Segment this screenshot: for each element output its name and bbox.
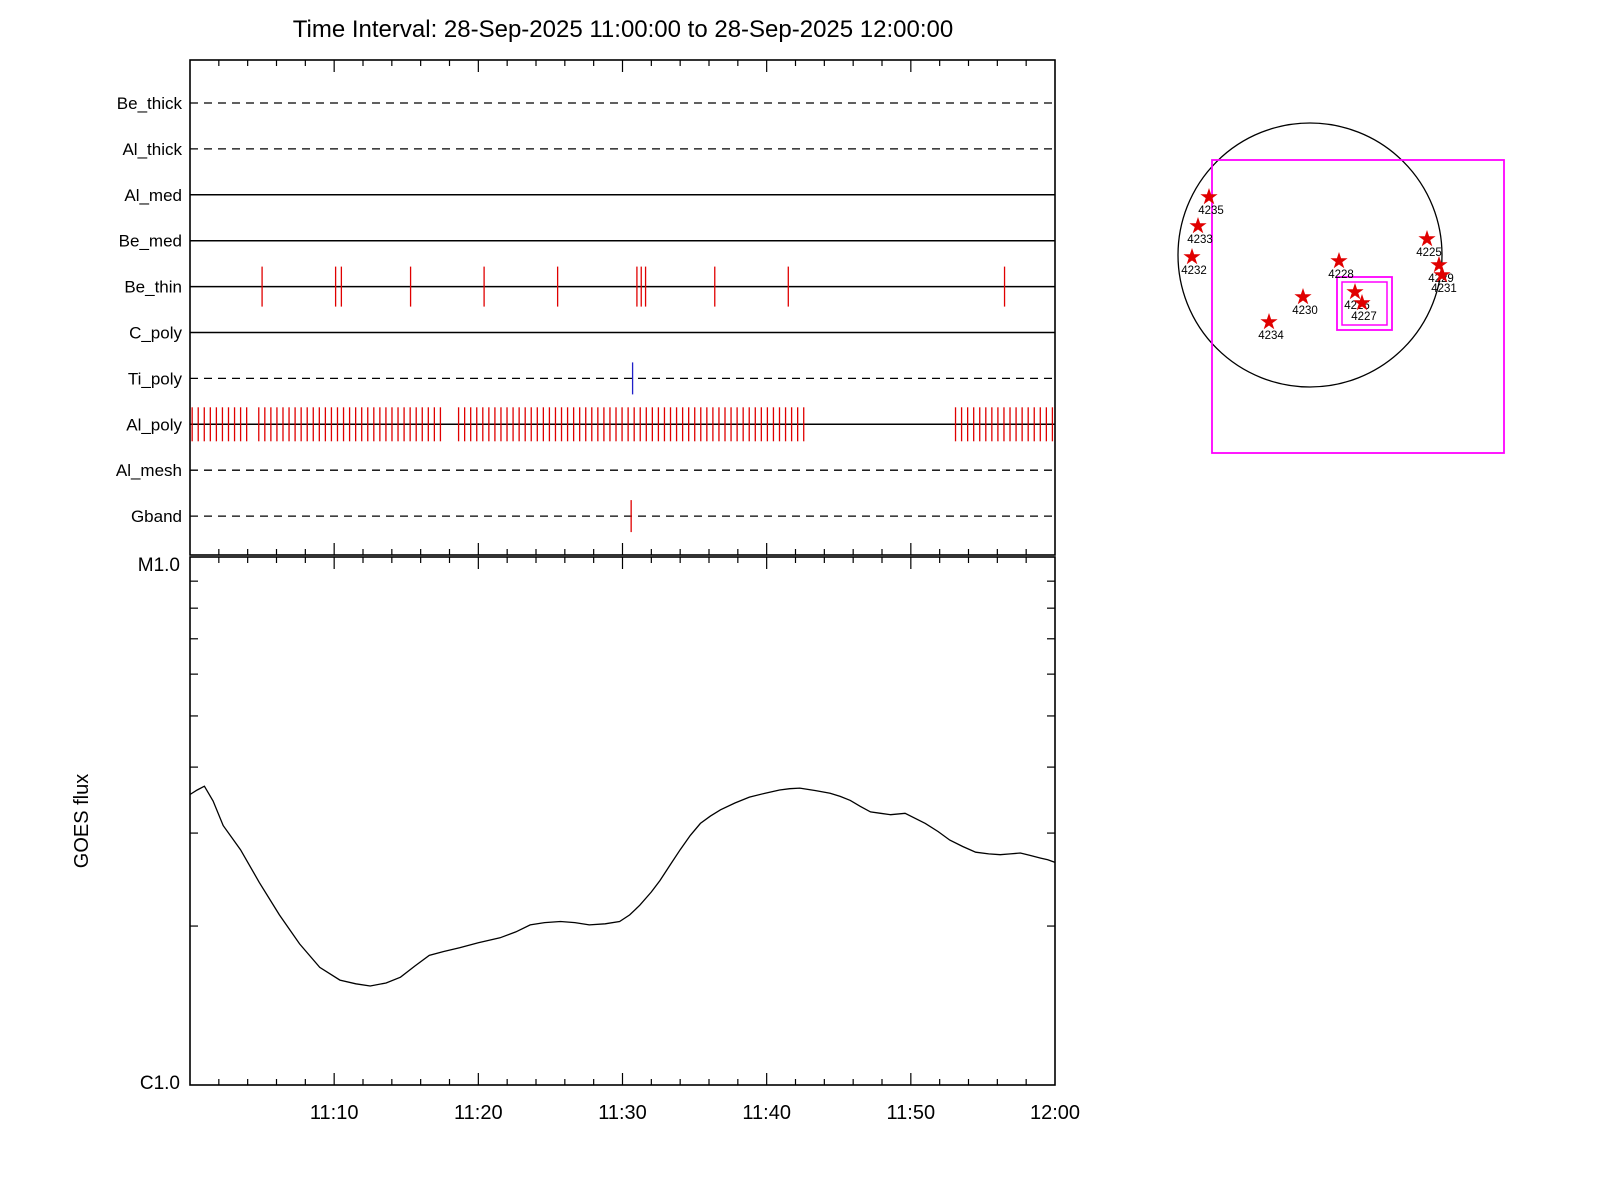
channel-row-Al_mesh: Al_mesh [116,461,1055,480]
channel-label: Al_mesh [116,461,182,480]
channel-label: Be_thin [124,278,182,297]
channel-label: C_poly [129,324,182,343]
channel-label: Ti_poly [128,369,183,388]
channel-row-Gband: Gband [131,500,1055,533]
channel-row-Al_poly: Al_poly [126,407,1055,442]
active-region-4231: 4231 [1431,266,1457,295]
active-region-4235: 4235 [1198,188,1224,217]
channel-label: Be_thick [117,94,183,113]
star-marker [1418,230,1436,247]
x-tick-label: 11:40 [742,1102,791,1124]
star-marker [1260,313,1278,330]
channel-row-Be_thick: Be_thick [117,94,1055,113]
active-region-4230: 4230 [1292,288,1318,317]
x-tick-label: 11:50 [887,1102,936,1124]
region-number-label: 4225 [1416,247,1442,259]
channel-row-Be_thin: Be_thin [124,266,1055,307]
y-axis-bottom-label: C1.0 [140,1073,180,1094]
star-marker [1200,188,1218,205]
star-marker [1353,294,1371,311]
x-tick-label: 11:30 [598,1102,647,1124]
active-region-4227: 4227 [1351,294,1377,323]
channel-row-Al_thick: Al_thick [122,140,1055,159]
channel-label: Be_med [119,232,182,251]
fov-box [1336,276,1393,331]
solar-limb-circle [1177,122,1443,388]
fov-box-inner [1341,281,1388,326]
x-tick-label: 11:10 [310,1102,359,1124]
x-tick-label: 12:00 [1030,1102,1080,1124]
region-number-label: 4227 [1351,311,1377,323]
region-number-label: 4235 [1198,205,1224,217]
y-axis-top-label: M1.0 [138,555,180,576]
channel-label: Al_poly [126,415,182,434]
channel-label: Al_thick [122,140,182,159]
channel-label: Gband [131,507,182,526]
star-marker [1189,217,1207,234]
star-marker [1346,283,1364,300]
channel-row-Al_med: Al_med [124,186,1055,205]
active-region-4233: 4233 [1187,217,1213,246]
active-region-4232: 4232 [1181,248,1207,277]
region-number-label: 4231 [1431,283,1457,295]
x-tick-label: 11:20 [454,1102,503,1124]
solar-disk-inset: 4235423342324234423042284226422742254229… [1177,122,1505,454]
region-number-label: 4230 [1292,305,1318,317]
goes-flux-axis-label: GOES flux [71,774,93,868]
star-marker [1433,266,1451,283]
region-number-label: 4233 [1187,234,1213,246]
star-marker [1294,288,1312,305]
time-interval-title: Time Interval: 28-Sep-2025 11:00:00 to 2… [292,16,954,43]
fov-box [1211,159,1505,454]
region-number-label: 4228 [1328,269,1354,281]
active-region-4225: 4225 [1416,230,1442,259]
channel-row-Be_med: Be_med [119,232,1055,251]
goes-flux-panel: M1.0 C1.0 11:10 11:20 11:30 11:40 11:50 12:00 GO… [71,555,1080,1124]
star-marker [1183,248,1201,265]
active-region-4234: 4234 [1258,313,1284,342]
filter-timeline-panel: Be_thick Al_thick Al_med Be_med Be_thin C_pol… [116,59,1056,556]
active-region-4228: 4228 [1328,252,1354,281]
channel-row-Ti_poly: Ti_poly [128,362,1055,395]
region-number-label: 4232 [1181,265,1207,277]
channel-label: Al_med [124,186,182,205]
star-marker [1330,252,1348,269]
channel-row-C_poly: C_poly [129,324,1055,343]
goes-flux-curve [189,785,1056,987]
region-number-label: 4234 [1258,330,1284,342]
star-marker [1430,256,1448,273]
